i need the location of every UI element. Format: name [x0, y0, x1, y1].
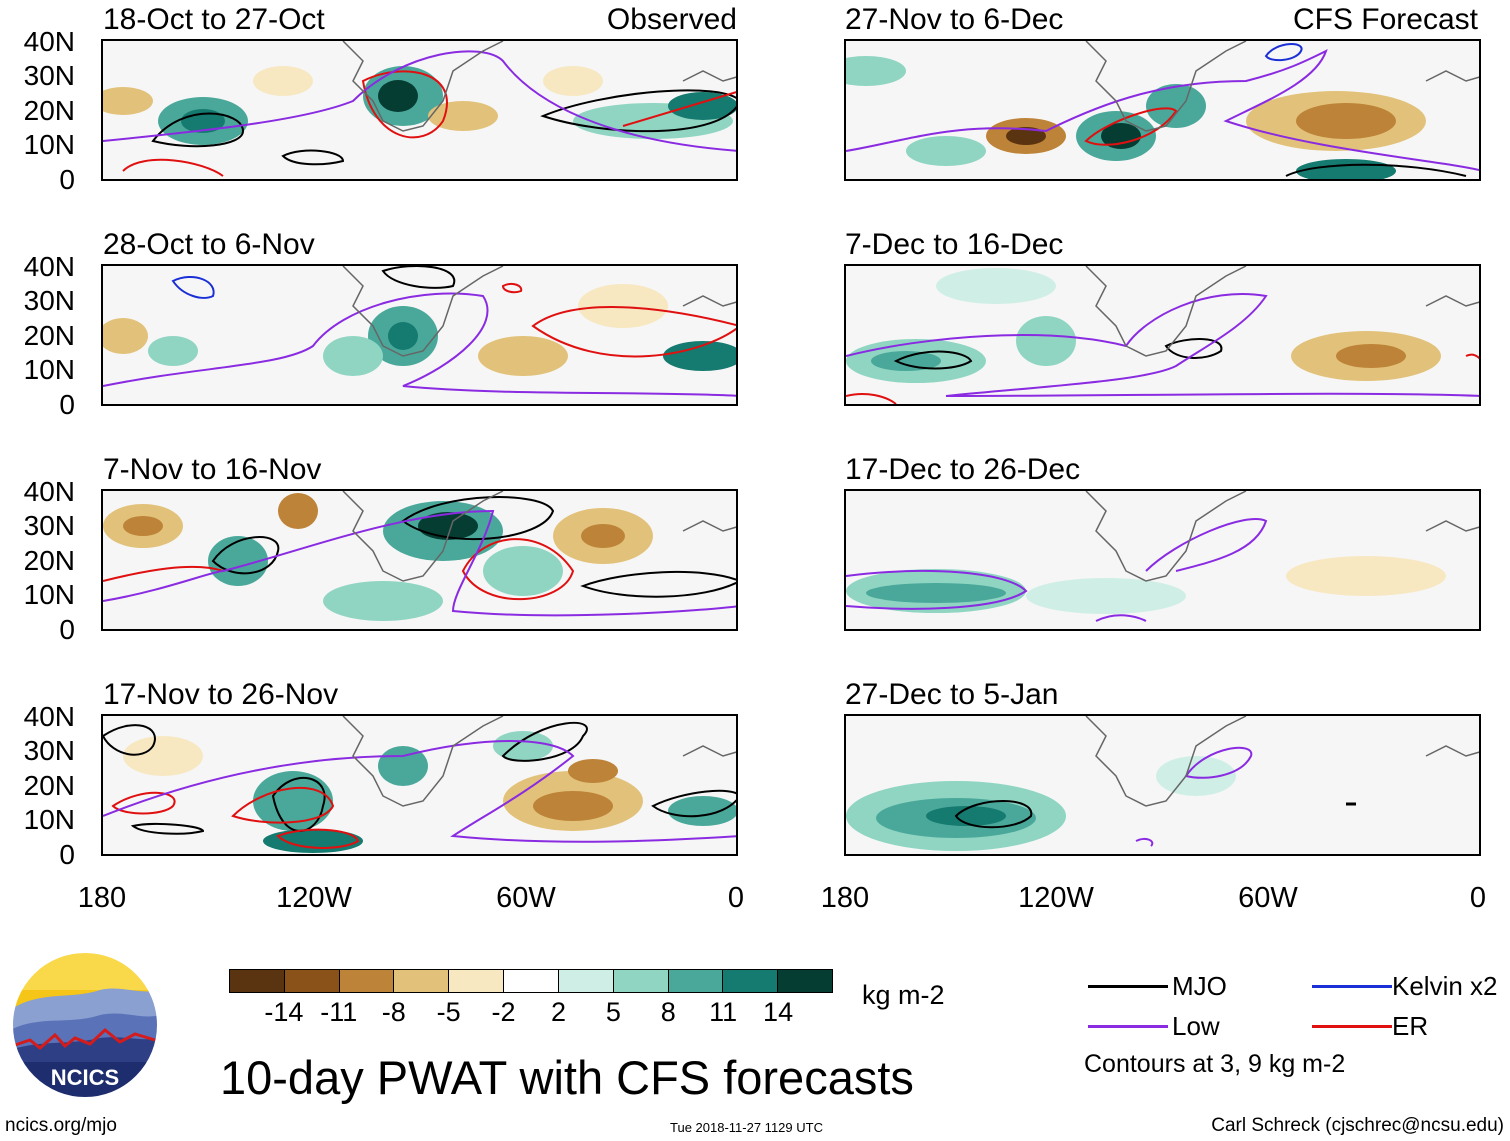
- website-link[interactable]: ncics.org/mjo: [5, 1115, 117, 1136]
- colorbar-swatch: [394, 970, 450, 992]
- y-tick-label: 0: [59, 389, 75, 420]
- timestamp: Tue 2018-11-27 1129 UTC: [670, 1120, 823, 1135]
- legend-label-kelvin: Kelvin x2: [1392, 971, 1498, 1001]
- colorbar-swatch: [778, 970, 832, 992]
- panel-title-right-2: 7-Dec to 16-Dec: [845, 228, 1064, 261]
- colorbar-swatch: [339, 970, 395, 992]
- map-panel-right-4: [844, 714, 1481, 856]
- legend-label-mjo: MJO: [1172, 971, 1227, 1001]
- colorbar-swatch: [723, 970, 779, 992]
- y-tick-label: 30N: [23, 285, 75, 316]
- y-tick-label: 20N: [23, 320, 75, 351]
- colorbar-swatch: [449, 970, 505, 992]
- colorbar-tick-label: -8: [381, 997, 406, 1027]
- x-tick-label: 120W: [1018, 882, 1094, 914]
- y-tick-label: 30N: [23, 510, 75, 541]
- map-panel-left-1: [101, 39, 738, 181]
- logo-text: NCICS: [51, 1065, 119, 1090]
- x-tick-label: 0: [1469, 882, 1487, 914]
- panel-title-right-4: 27-Dec to 5-Jan: [845, 678, 1059, 711]
- colorbar-swatch: [284, 970, 340, 992]
- colorbar-swatch: [558, 970, 614, 992]
- colorbar-swatch: [230, 970, 285, 992]
- y-tick-label: 40N: [23, 701, 75, 732]
- y-tick-label: 10N: [23, 579, 75, 610]
- panel-title-left-4: 17-Nov to 26-Nov: [103, 678, 339, 711]
- y-tick-label: 40N: [23, 251, 75, 282]
- y-tick-label: 10N: [23, 804, 75, 835]
- legend-label-low: Low: [1172, 1011, 1220, 1041]
- colorbar: [229, 969, 833, 993]
- panel-title-left-3: 7-Nov to 16-Nov: [103, 453, 322, 486]
- y-tick-label: 10N: [23, 129, 75, 160]
- colorbar-tick-label: -5: [436, 997, 461, 1027]
- ncics-logo: NCICS: [10, 950, 160, 1100]
- y-tick-label: 10N: [23, 354, 75, 385]
- colorbar-swatch: [668, 970, 724, 992]
- legend-line-mjo: [1088, 985, 1168, 988]
- y-tick-label: 30N: [23, 735, 75, 766]
- colorbar-tick-label: -2: [491, 997, 516, 1027]
- y-tick-label: 40N: [23, 26, 75, 57]
- y-tick-label: 20N: [23, 545, 75, 576]
- x-tick-label: 180: [820, 882, 870, 914]
- panel-tag-cfs-forecast: CFS Forecast: [1292, 3, 1478, 36]
- x-tick-label: 60W: [1238, 882, 1298, 914]
- colorbar-tick-label: 5: [605, 997, 621, 1027]
- panel-title-right-1: 27-Nov to 6-Dec: [845, 3, 1064, 36]
- map-panel-right-3: [844, 489, 1481, 631]
- x-tick-label: 120W: [276, 882, 352, 914]
- figure-title: 10-day PWAT with CFS forecasts: [220, 1051, 914, 1104]
- map-panel-left-2: [101, 264, 738, 406]
- y-tick-label: 20N: [23, 95, 75, 126]
- author-credit: Carl Schreck (cjschrec@ncsu.edu): [1211, 1115, 1504, 1136]
- colorbar-tick-label: -14: [264, 997, 304, 1027]
- colorbar-swatch: [504, 970, 559, 992]
- colorbar-units: kg m-2: [862, 980, 945, 1010]
- panel-title-left-1: 18-Oct to 27-Oct: [103, 3, 325, 36]
- contours-note: Contours at 3, 9 kg m-2: [1084, 1050, 1346, 1078]
- panel-title-right-3: 17-Dec to 26-Dec: [845, 453, 1081, 486]
- y-tick-label: 40N: [23, 476, 75, 507]
- colorbar-tick-label: 2: [550, 997, 566, 1027]
- map-panel-left-3: [101, 489, 738, 631]
- colorbar-tick-label: 11: [709, 997, 738, 1027]
- colorbar-tick-label: -11: [320, 997, 358, 1027]
- panel-title-left-2: 28-Oct to 6-Nov: [103, 228, 315, 261]
- y-tick-label: 0: [59, 164, 75, 195]
- colorbar-swatch: [613, 970, 669, 992]
- map-panel-right-1: [844, 39, 1481, 181]
- legend-line-kelvin: [1312, 985, 1392, 988]
- y-tick-label: 0: [59, 839, 75, 870]
- x-tick-label: 180: [77, 882, 127, 914]
- map-panel-right-2: [844, 264, 1481, 406]
- y-tick-label: 0: [59, 614, 75, 645]
- panel-tag-observed: Observed: [606, 3, 737, 36]
- map-panel-left-4: [101, 714, 738, 856]
- colorbar-tick-label: 14: [763, 997, 794, 1027]
- y-tick-label: 20N: [23, 770, 75, 801]
- x-tick-label: 0: [727, 882, 745, 914]
- legend-line-er: [1312, 1025, 1392, 1028]
- colorbar-tick-label: 8: [660, 997, 676, 1027]
- x-tick-label: 60W: [496, 882, 556, 914]
- y-tick-label: 30N: [23, 60, 75, 91]
- legend-line-low: [1088, 1025, 1168, 1028]
- legend-label-er: ER: [1392, 1011, 1429, 1041]
